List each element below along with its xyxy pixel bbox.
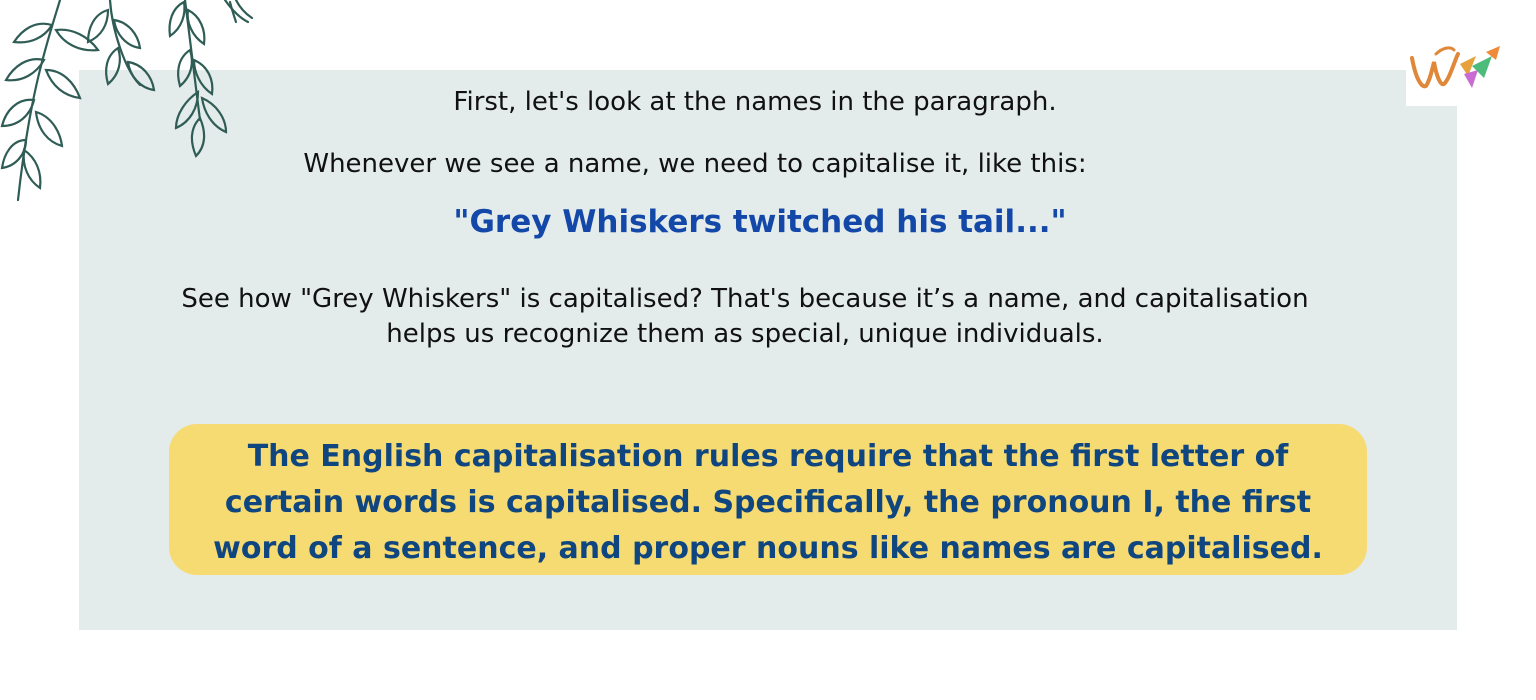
rule-text: Whenever we see a name, we need to capit… [303, 149, 1087, 179]
highlight-box: The English capitalisation rules require… [169, 424, 1367, 575]
example-quote: "Grey Whiskers twitched his tail..." [453, 204, 1067, 240]
highlight-note: The English capitalisation rules require… [213, 439, 1323, 566]
explanation-text: See how "Grey Whiskers" is capitalised? … [181, 284, 1309, 349]
w-logo-icon [1410, 46, 1500, 89]
brand-logo-box [1406, 40, 1506, 106]
leaf-branches-icon [0, 0, 254, 202]
intro-text: First, let's look at the names in the pa… [453, 87, 1057, 117]
